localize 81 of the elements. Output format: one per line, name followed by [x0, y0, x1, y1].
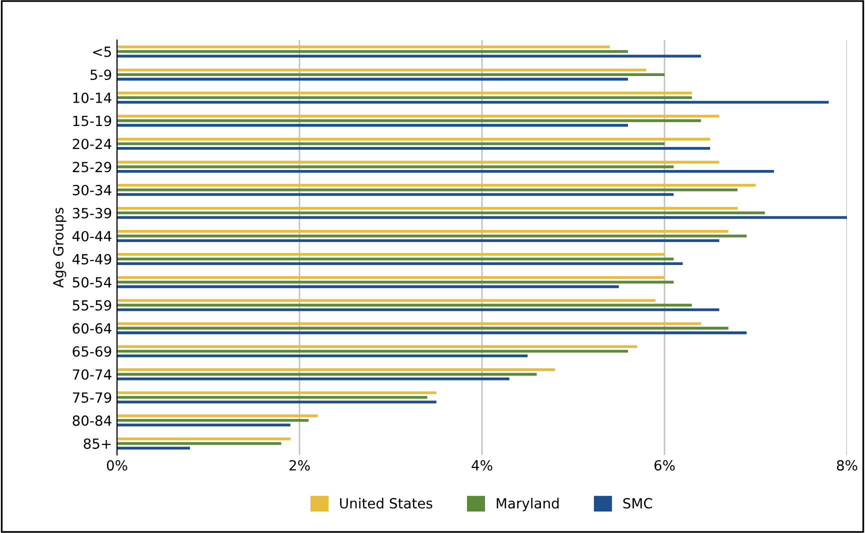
y-tick-label: 85+ — [84, 438, 111, 449]
y-tick-label: 5-9 — [90, 70, 112, 80]
bar — [117, 54, 701, 58]
bar — [117, 96, 692, 100]
y-tick-label: <5 — [93, 46, 111, 57]
bar — [117, 378, 510, 380]
bar — [117, 239, 720, 242]
y-axis-title: Age Groups — [53, 208, 66, 288]
bar — [117, 46, 610, 48]
bar — [117, 372, 537, 376]
bar — [117, 138, 710, 141]
bar — [117, 345, 638, 348]
bar — [117, 299, 656, 302]
bar — [117, 391, 436, 394]
legend-label: United States — [340, 498, 432, 509]
bar — [117, 400, 436, 404]
bar — [117, 73, 664, 76]
bar — [117, 206, 738, 210]
bar — [117, 78, 628, 81]
bar — [117, 253, 664, 256]
y-tick-label: 25-29 — [72, 162, 112, 172]
bar — [117, 262, 683, 266]
bar — [117, 142, 664, 146]
bar — [117, 437, 290, 440]
bar — [117, 212, 765, 214]
y-tick-label: 80-84 — [72, 415, 112, 426]
bar — [117, 442, 282, 445]
bar — [117, 50, 628, 53]
y-tick-label: 35-39 — [72, 208, 112, 218]
legend-label: Maryland — [496, 498, 559, 512]
y-tick-label: 40-44 — [72, 230, 112, 242]
y-tick-label: 75-79 — [72, 392, 112, 403]
bar — [117, 146, 710, 150]
y-tick-label: 15-19 — [73, 116, 112, 126]
bar — [117, 285, 619, 288]
bar — [117, 326, 728, 330]
y-tick-label: 55-59 — [72, 300, 112, 311]
bar — [117, 322, 701, 325]
y-tick-label: 50-54 — [72, 277, 112, 288]
bar — [117, 193, 674, 196]
bar — [117, 160, 720, 164]
y-tick-label: 10-14 — [73, 92, 112, 104]
bar — [117, 419, 309, 422]
y-tick-label: 65-69 — [72, 346, 112, 357]
y-tick-label: 60-64 — [72, 323, 112, 334]
bar — [117, 92, 692, 94]
x-tick-label: 0% — [106, 460, 128, 471]
bar — [117, 396, 428, 399]
y-tick-label: 70-74 — [72, 369, 112, 380]
bar — [117, 165, 674, 168]
x-tick-label: 4% — [472, 460, 492, 471]
bar — [117, 188, 738, 192]
bar — [117, 414, 318, 418]
bar — [117, 119, 701, 122]
x-tick-label: 8% — [836, 460, 858, 471]
bar — [117, 100, 829, 104]
bar — [117, 234, 747, 238]
bar — [117, 258, 674, 260]
bar — [117, 354, 528, 358]
bar — [117, 230, 728, 233]
bar — [117, 276, 664, 279]
bar — [117, 368, 555, 372]
bar — [117, 308, 720, 312]
bar — [117, 170, 774, 173]
x-tick-label: 6% — [654, 460, 675, 471]
bar — [117, 114, 720, 118]
bar — [117, 331, 747, 334]
y-tick-label: 45-49 — [72, 254, 112, 264]
bar — [117, 424, 290, 426]
bar — [117, 446, 190, 450]
bar — [117, 350, 628, 353]
y-tick-label: 30-34 — [72, 184, 112, 196]
bar — [117, 184, 756, 187]
y-tick-label: 20-24 — [72, 138, 112, 150]
legend-label: SMC — [623, 498, 652, 509]
bar — [117, 124, 628, 127]
x-tick-label: 2% — [290, 460, 310, 471]
bar — [117, 280, 674, 284]
bar — [117, 216, 847, 219]
bar — [117, 304, 692, 307]
bar — [117, 68, 646, 72]
